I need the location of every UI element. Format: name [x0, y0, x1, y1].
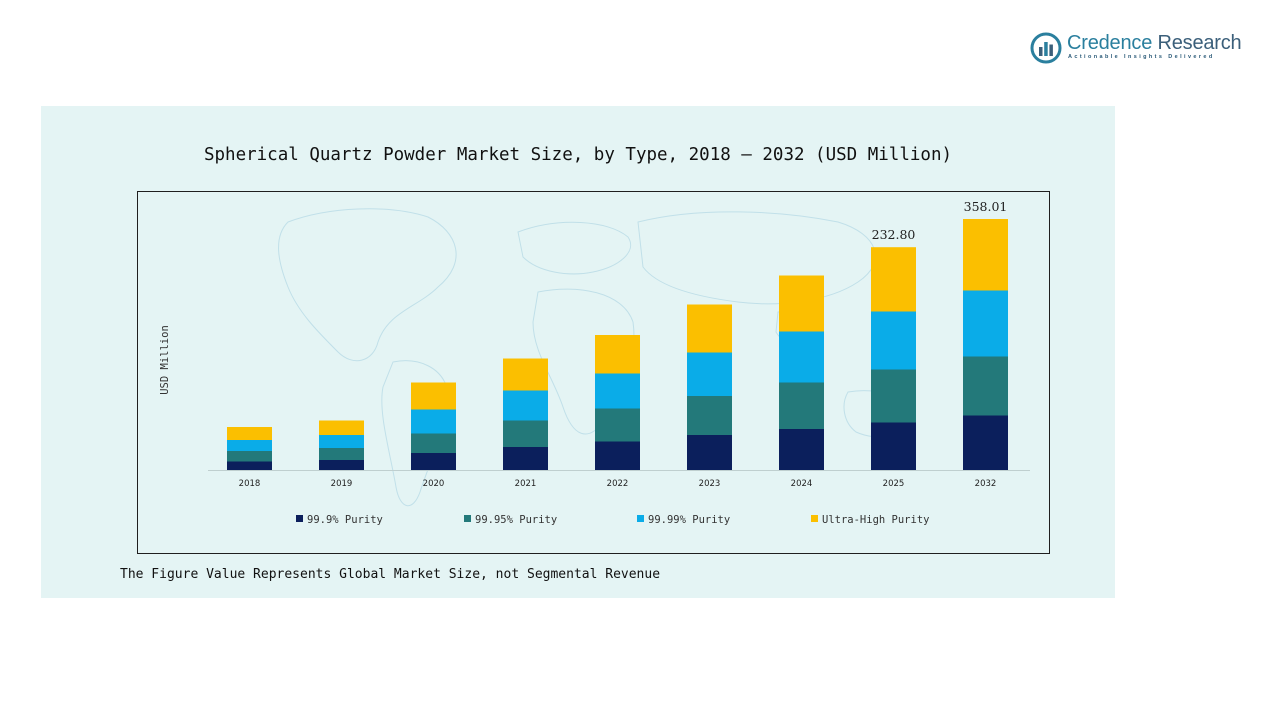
bar-total-label: 358.01	[964, 199, 1008, 214]
brand-name-part2: Research	[1152, 32, 1242, 54]
legend-label: 99.99% Purity	[648, 514, 730, 526]
chart-title: Spherical Quartz Powder Market Size, by …	[203, 145, 953, 165]
bar-segment	[227, 427, 272, 440]
bar-segment	[319, 460, 364, 470]
legend-item: 99.99% Purity	[637, 514, 730, 526]
x-tick-label: 2020	[423, 479, 445, 489]
bar-segment	[503, 447, 548, 470]
bar-segment	[411, 382, 456, 410]
bar-segment	[411, 409, 456, 434]
y-axis-label: USD Million	[159, 325, 171, 395]
x-tick-label: 2025	[883, 479, 905, 489]
x-tick-label: 2024	[791, 479, 813, 489]
legend-swatch	[296, 515, 303, 522]
legend-swatch	[637, 515, 644, 522]
bar-segment	[779, 331, 824, 383]
bar-segment	[963, 415, 1008, 470]
brand-name-part1: Credence	[1067, 32, 1153, 54]
bar-segment	[503, 390, 548, 421]
x-tick-label: 2032	[975, 479, 997, 489]
bar-segment	[963, 356, 1008, 416]
bar-segment	[687, 304, 732, 353]
x-tick-label: 2022	[607, 479, 629, 489]
bar-segment	[503, 358, 548, 391]
chart-plot: USD Million 2018 2019 2020 2021 2022 2023 2024…	[159, 199, 1030, 526]
bars-group	[227, 219, 1008, 470]
bar-segment	[319, 448, 364, 460]
bar-segment	[595, 441, 640, 470]
x-tick-label: 2023	[699, 479, 721, 489]
bar-segment	[779, 382, 824, 429]
bar-segment	[871, 311, 916, 370]
legend-label: 99.9% Purity	[307, 514, 383, 526]
bar-segment	[595, 408, 640, 442]
legend-item: 99.9% Purity	[296, 514, 383, 526]
brand-tagline: Actionable Insights Delivered	[1068, 54, 1215, 60]
chart-frame: USD Million 2018 2019 2020 2021 2022 2023 2024…	[137, 191, 1050, 554]
bar-segment	[503, 420, 548, 447]
legend-label: Ultra-High Purity	[822, 514, 929, 526]
bar-segment	[411, 433, 456, 453]
bar-segment	[227, 451, 272, 462]
bar-segment	[227, 440, 272, 451]
bar-segment	[871, 422, 916, 470]
bar-segment	[779, 275, 824, 332]
brand-logo: Credence Research Actionable Insights De…	[1030, 30, 1242, 66]
chart-panel: Spherical Quartz Powder Market Size, by …	[41, 106, 1115, 598]
bar-chart-circle-icon	[1030, 32, 1062, 64]
footnote: The Figure Value Represents Global Marke…	[120, 567, 661, 582]
legend-swatch	[464, 515, 471, 522]
bar-segment	[963, 290, 1008, 357]
x-tick-labels: 2018 2019 2020 2021 2022 2023 2024 2025 2032	[239, 479, 997, 489]
bar-segment	[871, 247, 916, 312]
bar-segment	[687, 396, 732, 435]
legend-item: Ultra-High Purity	[811, 514, 929, 526]
bar-total-label: 232.80	[872, 227, 916, 242]
bar-segment	[595, 335, 640, 374]
bar-segment	[411, 453, 456, 470]
bar-segment	[687, 435, 732, 470]
legend-label: 99.95% Purity	[475, 514, 557, 526]
bar-segment	[779, 429, 824, 470]
x-tick-label: 2019	[331, 479, 353, 489]
bar-segment	[963, 219, 1008, 291]
data-labels: 232.80 358.01	[872, 199, 1008, 242]
legend-swatch	[811, 515, 818, 522]
world-map-watermark	[278, 208, 914, 507]
brand-name: Credence Research	[1067, 32, 1242, 55]
legend-item: 99.95% Purity	[464, 514, 557, 526]
bar-segment	[687, 352, 732, 396]
bar-segment	[319, 420, 364, 435]
bar-segment	[595, 373, 640, 409]
bar-segment	[227, 461, 272, 470]
bar-segment	[871, 369, 916, 423]
legend: 99.9% Purity 99.95% Purity 99.99% Purity Ul…	[296, 514, 929, 526]
x-tick-label: 2018	[239, 479, 261, 489]
x-tick-label: 2021	[515, 479, 537, 489]
bar-segment	[319, 435, 364, 448]
